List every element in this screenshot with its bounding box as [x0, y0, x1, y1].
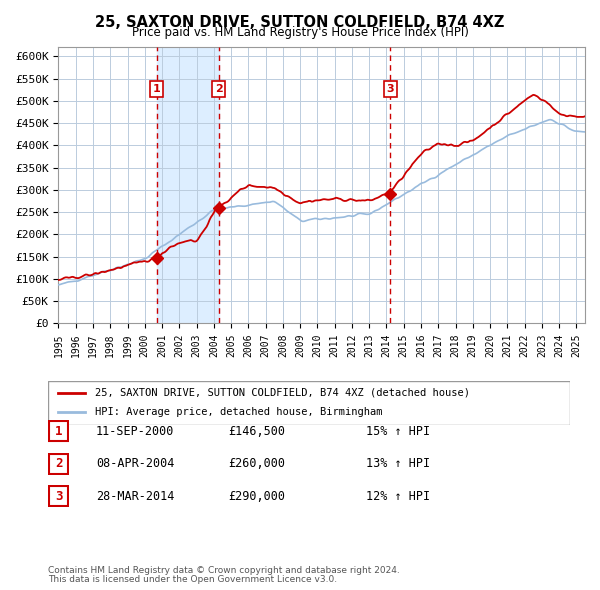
FancyBboxPatch shape: [49, 421, 68, 441]
FancyBboxPatch shape: [48, 381, 570, 425]
Text: 1: 1: [55, 425, 62, 438]
Text: Contains HM Land Registry data © Crown copyright and database right 2024.: Contains HM Land Registry data © Crown c…: [48, 566, 400, 575]
Text: 28-MAR-2014: 28-MAR-2014: [96, 490, 175, 503]
FancyBboxPatch shape: [49, 486, 68, 506]
Text: 3: 3: [55, 490, 62, 503]
Text: HPI: Average price, detached house, Birmingham: HPI: Average price, detached house, Birm…: [95, 408, 382, 417]
Text: 08-APR-2004: 08-APR-2004: [96, 457, 175, 470]
Text: 2: 2: [215, 84, 223, 94]
Text: 3: 3: [386, 84, 394, 94]
Text: 1: 1: [153, 84, 161, 94]
Bar: [157, 47, 218, 323]
Text: 25, SAXTON DRIVE, SUTTON COLDFIELD, B74 4XZ (detached house): 25, SAXTON DRIVE, SUTTON COLDFIELD, B74 …: [95, 388, 470, 398]
Text: £260,000: £260,000: [228, 457, 285, 470]
Text: 25, SAXTON DRIVE, SUTTON COLDFIELD, B74 4XZ: 25, SAXTON DRIVE, SUTTON COLDFIELD, B74 …: [95, 15, 505, 30]
Text: This data is licensed under the Open Government Licence v3.0.: This data is licensed under the Open Gov…: [48, 575, 337, 584]
Text: Price paid vs. HM Land Registry's House Price Index (HPI): Price paid vs. HM Land Registry's House …: [131, 26, 469, 39]
FancyBboxPatch shape: [49, 454, 68, 474]
Text: 12% ↑ HPI: 12% ↑ HPI: [366, 490, 430, 503]
Text: £290,000: £290,000: [228, 490, 285, 503]
Text: 11-SEP-2000: 11-SEP-2000: [96, 425, 175, 438]
Text: 15% ↑ HPI: 15% ↑ HPI: [366, 425, 430, 438]
Text: £146,500: £146,500: [228, 425, 285, 438]
Text: 13% ↑ HPI: 13% ↑ HPI: [366, 457, 430, 470]
Text: 2: 2: [55, 457, 62, 470]
